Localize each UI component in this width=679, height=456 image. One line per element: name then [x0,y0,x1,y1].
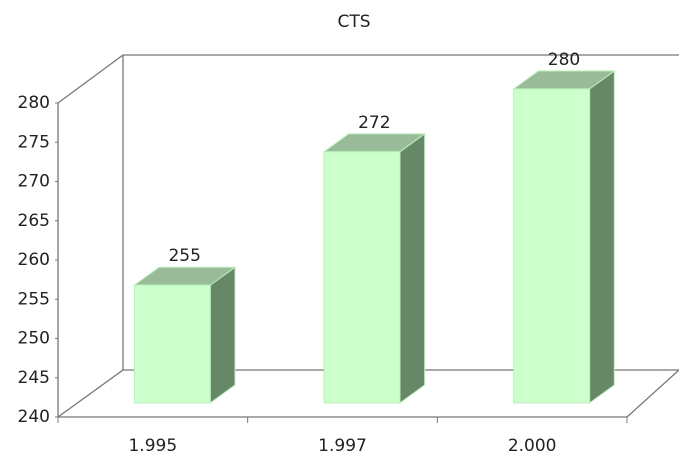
depth-line [626,369,679,418]
y-tick-label: 240 [18,407,50,427]
bar [323,151,401,404]
value-label: 272 [358,113,390,133]
x-tick-label: 2.000 [508,436,557,456]
chart-title: CTS [337,12,370,32]
y-tick-label: 260 [18,250,50,270]
y-tick-label: 245 [18,368,50,388]
x-tick-label: 1.997 [318,436,367,456]
y-tick-label: 275 [18,132,50,152]
bar-side [399,132,426,404]
bar [133,284,211,404]
y-tick-label: 265 [18,211,50,231]
bar-side [589,70,615,404]
value-label: 280 [548,50,580,70]
depth-line [57,54,124,104]
y-tick-label: 280 [18,93,50,113]
y-tick-label: 255 [18,289,50,309]
y-tick-label: 270 [18,172,50,192]
bar [513,88,591,404]
y-tick-label: 250 [18,329,50,349]
x-tick-label: 1.995 [128,436,177,456]
bar-side [209,266,236,404]
depth-line [57,369,124,418]
value-label: 255 [168,246,200,266]
